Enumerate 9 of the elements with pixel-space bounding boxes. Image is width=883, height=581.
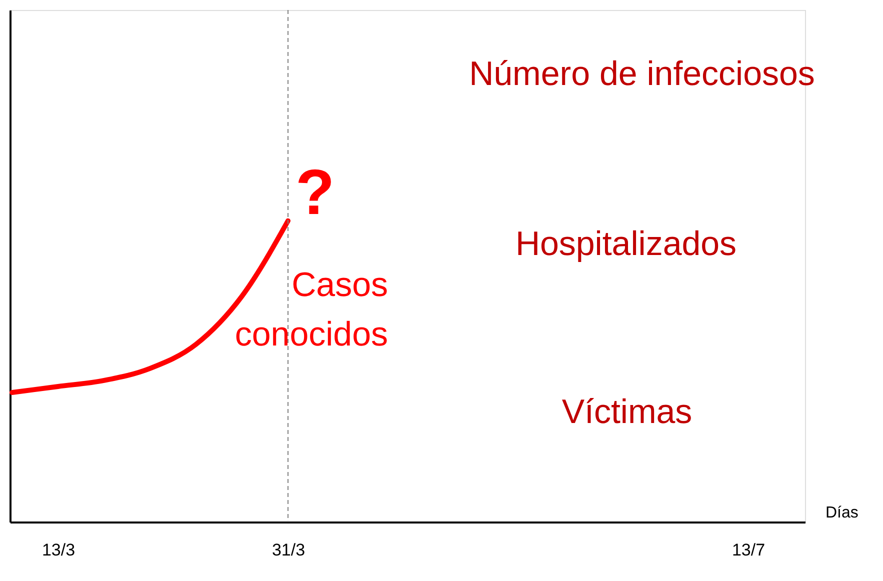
annotation: Hospitalizados bbox=[515, 225, 737, 263]
annotation: Casos conocidos bbox=[234, 266, 388, 354]
annotation: Víctimas bbox=[562, 393, 692, 431]
x-axis-title: Días bbox=[826, 504, 858, 522]
annotation: ? bbox=[295, 156, 335, 228]
text: Número de infecciosos bbox=[469, 55, 815, 93]
x-tick-label: 13/3 bbox=[42, 540, 76, 560]
x-tick-label: 13/7 bbox=[732, 540, 766, 560]
x-tick-label: 31/3 bbox=[272, 540, 306, 560]
